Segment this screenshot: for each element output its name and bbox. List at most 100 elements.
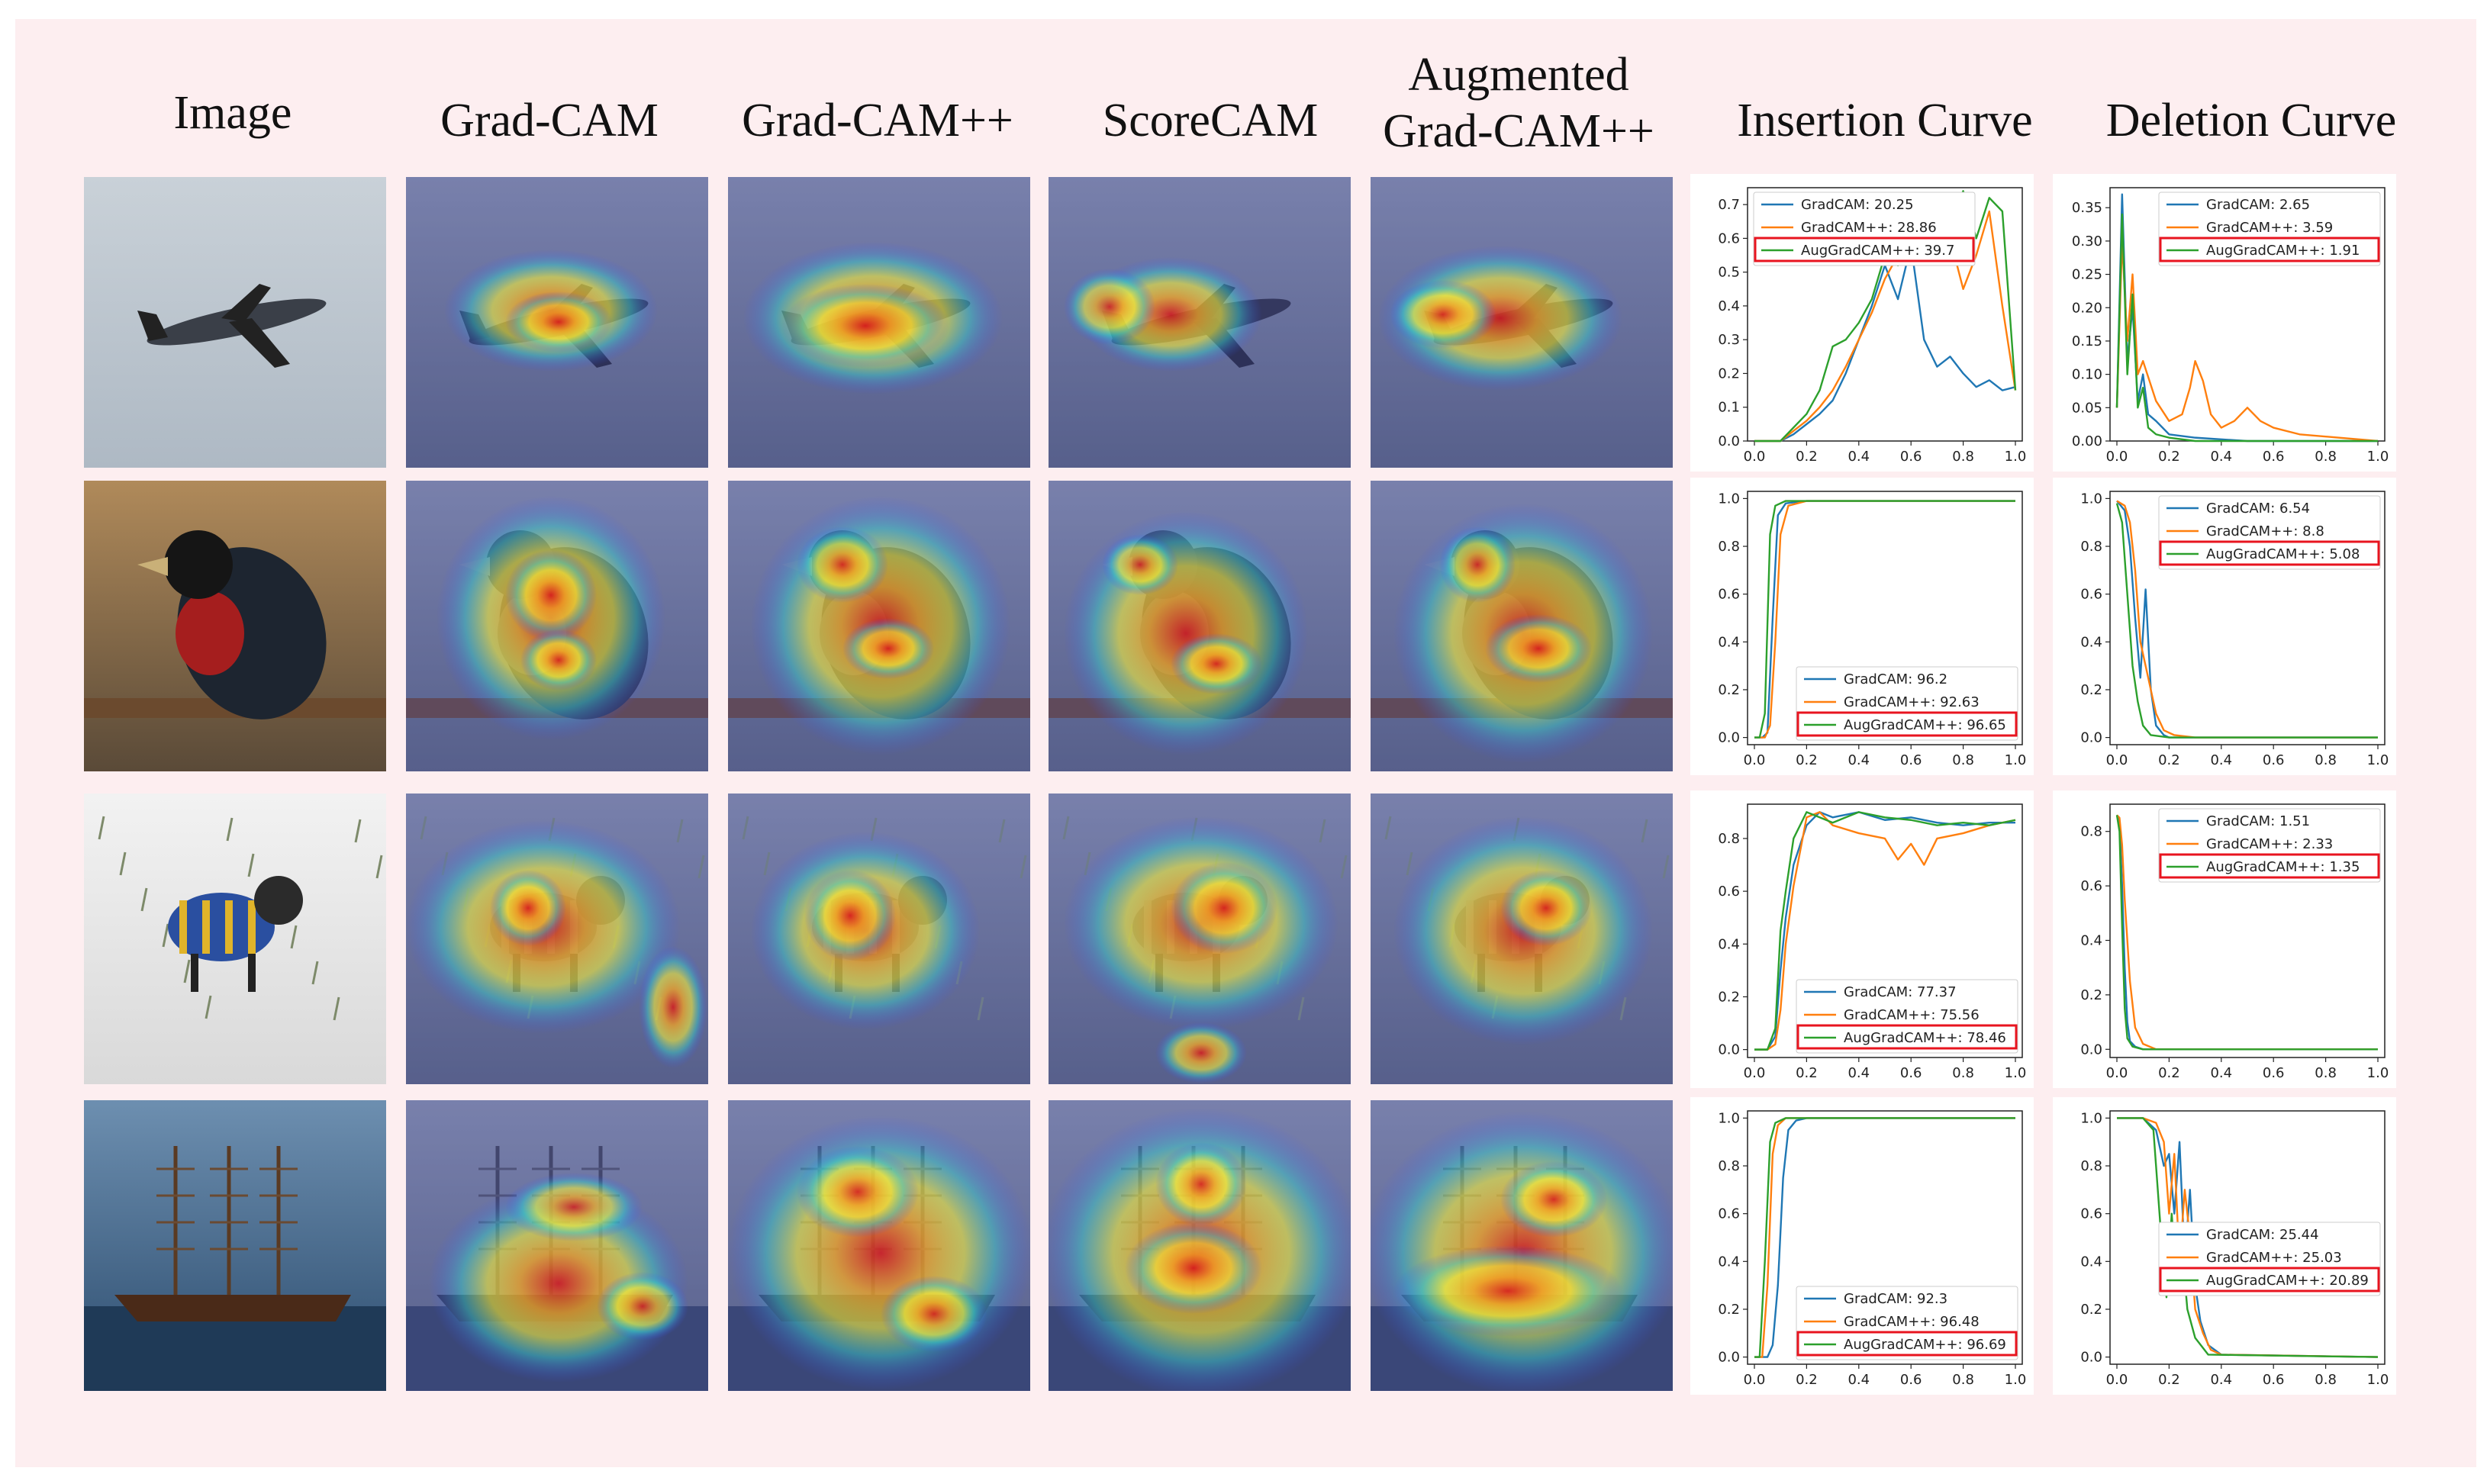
heatmap-grad-cam-airplane — [728, 177, 1030, 468]
legend-label: AugGradCAM++: 39.7 — [1801, 243, 1954, 259]
y-tick-label: 0.2 — [2080, 1302, 2102, 1318]
x-tick-label: 0.4 — [2210, 1372, 2232, 1388]
heatmap-augmented-grad-cam-ship — [1371, 1100, 1673, 1391]
y-tick-label: 0.6 — [1718, 587, 1740, 603]
y-tick-label: 0.2 — [1718, 989, 1740, 1005]
legend-label: AugGradCAM++: 1.91 — [2206, 243, 2360, 259]
header-deletion: Deletion Curve — [2105, 95, 2397, 146]
legend-box — [1796, 979, 2018, 1054]
y-tick-label: 1.0 — [2080, 491, 2102, 507]
y-tick-label: 1.0 — [2080, 1110, 2102, 1126]
grass-blade — [226, 817, 234, 842]
y-tick-label: 0.10 — [2072, 367, 2102, 383]
x-tick-label: 0.8 — [1952, 449, 1974, 465]
sweater-stripe — [248, 900, 256, 954]
heatmap-grad-cam-airplane — [406, 177, 708, 468]
grass-blade — [676, 819, 684, 843]
legend-box — [1796, 666, 2018, 741]
grass-blade — [375, 855, 383, 879]
x-tick-label: 0.2 — [1796, 1372, 1818, 1388]
heatmap-blob — [1171, 633, 1262, 694]
header-image: Image — [173, 87, 292, 139]
grass-blade — [1020, 855, 1027, 879]
y-tick-label: 0.5 — [1718, 265, 1740, 281]
insertion-curve-plot-bird: 0.0 0.2 0.4 0.6 0.8 1.0 0.0 0.2 0.4 0.6 0.8 1.0 Grad… — [1690, 478, 2034, 775]
x-tick-label: 0.8 — [2315, 449, 2337, 465]
y-tick-label: 0.2 — [1718, 682, 1740, 698]
x-tick-label: 1.0 — [2367, 1372, 2389, 1388]
legend-label: GradCAM++: 8.8 — [2206, 523, 2324, 539]
x-tick-label: 0.0 — [2106, 1372, 2128, 1388]
x-tick-label: 0.6 — [2263, 752, 2285, 768]
y-tick-label: 0.2 — [1718, 1302, 1740, 1318]
legend-label: GradCAM: 96.2 — [1844, 671, 1947, 687]
grass-blade — [140, 887, 148, 912]
deletion-curve-plot-dog: 0.0 0.2 0.4 0.6 0.8 1.0 0.0 0.2 0.4 0.6 0.8 GradCAM… — [2053, 790, 2396, 1088]
x-tick-label: 0.0 — [1744, 1065, 1766, 1081]
y-tick-label: 0.2 — [1718, 365, 1740, 381]
x-tick-label: 0.6 — [1900, 1065, 1922, 1081]
series-line-auggradcampppp — [2115, 213, 2378, 443]
heatmap-scorecam-dog — [1049, 794, 1351, 1084]
heatmap-scorecam-ship — [1049, 1100, 1351, 1391]
x-tick-label: 0.2 — [1796, 1065, 1818, 1081]
series-line-gradcampppp — [2115, 240, 2379, 443]
x-tick-label: 0.6 — [2263, 1065, 2285, 1081]
legend-label: GradCAM++: 92.63 — [1844, 694, 1980, 710]
grass-blade — [162, 923, 169, 948]
legend-box — [2158, 192, 2381, 266]
grass-blade — [1062, 816, 1070, 840]
x-tick-label: 0.8 — [2315, 1065, 2337, 1081]
heatmap-blob — [1102, 534, 1178, 595]
legend-box — [1796, 1286, 2018, 1360]
series-line-auggradcampppp — [2115, 503, 2378, 739]
series-line-auggradcampppp — [1754, 811, 2016, 1051]
heatmap-scorecam-airplane — [1049, 177, 1351, 468]
heatmap-blob — [1439, 526, 1516, 603]
y-tick-label: 0.8 — [2080, 1158, 2102, 1174]
heatmap-blob — [490, 870, 566, 946]
photo-dog — [84, 794, 386, 1084]
x-tick-label: 0.6 — [1900, 752, 1922, 768]
series-line-gradcampppp — [2116, 500, 2378, 739]
heatmap-blob — [505, 291, 612, 352]
series-line-auggradcampppp — [2115, 815, 2378, 1051]
heatmap-blob — [804, 870, 896, 961]
grass-blade — [119, 851, 127, 876]
heatmap-blob — [597, 1272, 688, 1341]
x-tick-label: 1.0 — [2005, 1372, 2027, 1388]
y-tick-label: 0.4 — [2080, 634, 2102, 650]
grass-blade — [998, 819, 1006, 843]
grass-blade — [1340, 855, 1348, 879]
grass-blade — [1319, 819, 1326, 843]
heatmap-blob — [781, 284, 949, 368]
y-tick-label: 0.15 — [2072, 333, 2102, 349]
sweater-stripe — [202, 900, 210, 954]
heatmap-blob — [1064, 511, 1308, 755]
x-tick-label: 1.0 — [2005, 449, 2027, 465]
insertion-curve-plot-dog: 0.0 0.2 0.4 0.6 0.8 1.0 0.0 0.2 0.4 0.6 0.8 GradCAM… — [1690, 790, 2034, 1088]
x-tick-label: 0.2 — [1796, 752, 1818, 768]
y-tick-label: 0.8 — [2080, 824, 2102, 840]
grass-blade — [697, 855, 705, 879]
y-tick-label: 0.0 — [2080, 1041, 2102, 1057]
deletion-curve-plot-bird: 0.0 0.2 0.4 0.6 0.8 1.0 0.0 0.2 0.4 0.6 0.8 1.0 Grad… — [2053, 478, 2396, 775]
legend-label: AugGradCAM++: 78.46 — [1844, 1030, 2006, 1046]
grass-blade — [354, 819, 362, 843]
y-tick-label: 0.6 — [1718, 1206, 1740, 1222]
heatmap-grad-cam-bird — [728, 481, 1030, 771]
y-tick-label: 1.0 — [1718, 1110, 1740, 1126]
x-tick-label: 0.4 — [2210, 752, 2232, 768]
heatmap-blob — [505, 549, 597, 641]
grass-blade — [247, 853, 255, 877]
header-gradcampp: Grad-CAM++ — [742, 95, 1013, 146]
deletion-curve-plot-airplane: 0.0 0.2 0.4 0.6 0.8 1.0 0.00 0.05 0.10 0.15 0.20 0.… — [2053, 174, 2396, 472]
airplane-tail — [137, 311, 168, 341]
x-tick-label: 0.6 — [2263, 449, 2285, 465]
y-tick-label: 0.3 — [1718, 332, 1740, 348]
legend-label: GradCAM: 2.65 — [2206, 197, 2310, 213]
grass-blade — [205, 995, 212, 1019]
legend-label: GradCAM: 25.44 — [2206, 1227, 2319, 1243]
grass-blade — [1641, 819, 1648, 843]
heatmap-blob — [1500, 870, 1592, 946]
